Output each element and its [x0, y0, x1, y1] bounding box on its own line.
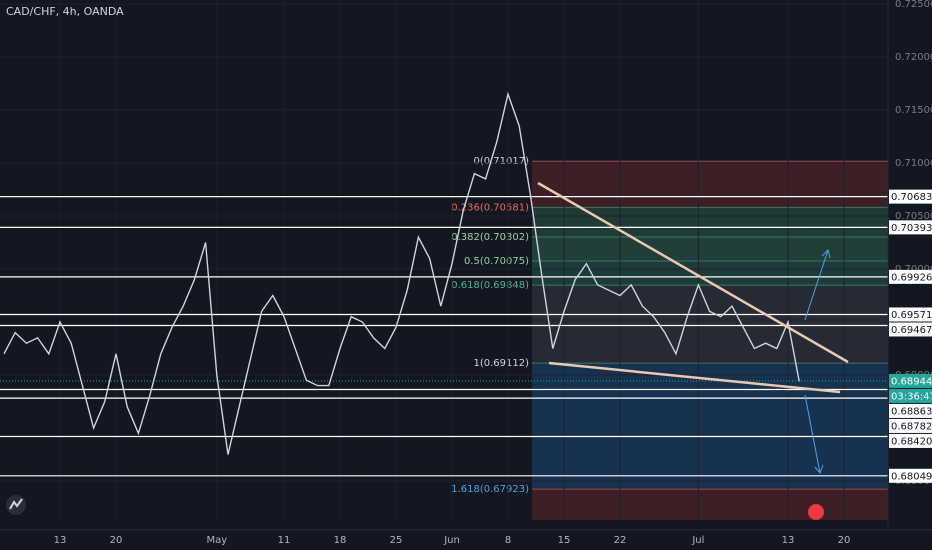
levels — [0, 196, 888, 477]
event-icon[interactable] — [808, 504, 824, 520]
countdown: 03:36:47 — [891, 391, 932, 402]
arrow — [804, 249, 831, 321]
x-tick-label: 25 — [390, 535, 403, 546]
fib-label: 0.382(0.70302) — [451, 232, 529, 243]
logo-mark — [9, 498, 23, 510]
price-label: 0.69571 — [891, 310, 932, 321]
x-tick-label: 20 — [838, 535, 851, 546]
fib-zones: 0(0.71017) 0.236(0.70581) 0.382(0.70302) 0.… — [451, 156, 888, 520]
price-label: 0.70393 — [891, 223, 932, 234]
fib-label: 1(0.69112) — [473, 358, 529, 369]
fib-zone — [532, 161, 888, 208]
fib-zone — [532, 236, 888, 262]
price-label: 0.68049 — [891, 471, 932, 482]
x-tick-label: 15 — [558, 535, 571, 546]
x-tick-label: Jul — [691, 535, 704, 546]
price-label: 0.68420 — [891, 436, 932, 447]
fib-label: 0(0.71017) — [473, 156, 529, 167]
y-tick-label: 0.70000 — [895, 264, 932, 275]
price-label-box — [889, 468, 932, 483]
fib-zone — [532, 363, 888, 490]
x-tick-label: May — [206, 535, 227, 546]
price-label: 0.68782 — [891, 421, 932, 432]
price-label-box — [889, 220, 932, 235]
x-tick-label: 13 — [54, 535, 67, 546]
series — [3, 91, 800, 455]
price-label-box — [889, 433, 932, 448]
fib-zone — [532, 207, 888, 237]
countdown-box — [889, 388, 932, 403]
x-tick-label: 22 — [614, 535, 627, 546]
price-label-box — [889, 373, 932, 388]
price-label: 0.70683 — [891, 192, 932, 203]
trend-line[interactable] — [537, 181, 849, 364]
price-label-box — [889, 307, 932, 322]
price-label: 0.69926 — [891, 272, 932, 283]
price-label-box — [889, 189, 932, 204]
price-line — [3, 91, 800, 455]
price-label-box — [889, 322, 932, 337]
price-label-box — [889, 403, 932, 418]
grid — [0, 0, 888, 520]
fib-label: 0.236(0.70581) — [451, 202, 529, 213]
arrow — [804, 394, 824, 474]
fib-zone — [532, 285, 888, 364]
x-tick-label: 18 — [334, 535, 347, 546]
x-tick-label: Jun — [443, 535, 460, 546]
price-label-box — [889, 418, 932, 433]
chart-title: CAD/CHF, 4h, OANDA — [6, 5, 124, 18]
fib-label: 0.5(0.70075) — [464, 256, 529, 267]
price-label: 0.68863 — [891, 406, 932, 417]
price-label: 0.68944 — [891, 376, 932, 387]
fib-zone — [532, 489, 888, 520]
price-label: 0.69467 — [891, 325, 932, 336]
fib-label: 0.618(0.69848) — [451, 280, 529, 291]
fib-label: 1.618(0.67923) — [451, 484, 529, 495]
price-label-box — [889, 269, 932, 284]
trend-line[interactable] — [548, 361, 841, 394]
x-tick-label: 20 — [110, 535, 123, 546]
x-tick-label: 8 — [505, 535, 511, 546]
x-tick-label: 11 — [278, 535, 291, 546]
x-tick-label: 13 — [782, 535, 795, 546]
